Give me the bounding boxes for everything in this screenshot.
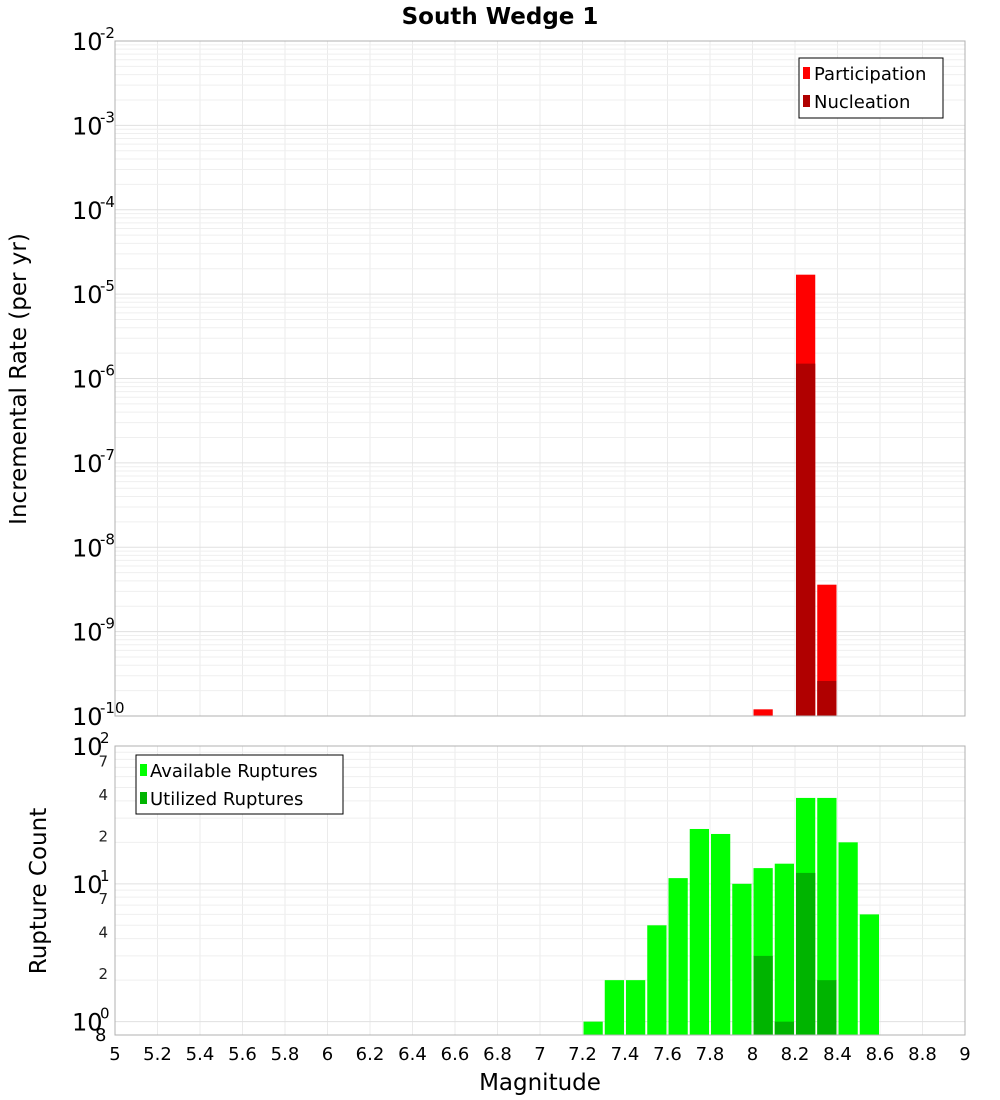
available-ruptures-bar — [604, 980, 624, 1035]
x-tick-label: 6.8 — [483, 1044, 512, 1065]
count-y-bottom-tick: 8 — [95, 1025, 106, 1046]
utilized-ruptures-bar — [774, 1021, 794, 1035]
available-ruptures-bar — [689, 828, 709, 1035]
utilized-ruptures-bar — [796, 872, 816, 1035]
legend-label-available: Available Ruptures — [150, 761, 318, 782]
count-y-tick-exponent: 2 — [100, 729, 110, 747]
count-legend: Available Ruptures Utilized Ruptures — [135, 754, 344, 815]
legend-swatch-nucleation — [803, 95, 810, 107]
x-tick-label: 8 — [747, 1044, 758, 1065]
rate-y-axis-label: Incremental Rate (per yr) — [6, 233, 32, 525]
available-ruptures-bar — [859, 914, 879, 1035]
count-y-tick-base: 10 — [72, 733, 103, 761]
rate-y-tick-base: 10 — [72, 112, 103, 140]
x-tick-label: 8.2 — [781, 1044, 810, 1065]
x-tick-label: 7.2 — [568, 1044, 597, 1065]
available-ruptures-bar — [583, 1021, 603, 1035]
x-ticks: 5 5.2 5.4 5.6 5.8 6 6.2 6.4 6.6 6.8 7 7.2 7.4 7.6 7.8 8… — [109, 1044, 970, 1065]
x-tick-label: 8.4 — [823, 1044, 852, 1065]
legend-swatch-participation — [803, 67, 810, 79]
count-y-tick-base: 10 — [72, 1009, 103, 1037]
chart-title: South Wedge 1 — [402, 4, 599, 30]
count-plot-frame — [114, 745, 966, 1036]
count-y-minor-tick: 2 — [98, 827, 108, 845]
available-ruptures-bar — [626, 980, 646, 1035]
rate-y-tick-base: 10 — [72, 534, 103, 562]
x-tick-label: 6.6 — [441, 1044, 470, 1065]
rate-legend-box — [798, 57, 944, 119]
x-tick-label: 5.8 — [271, 1044, 300, 1065]
rate-y-tick-exponent: -10 — [100, 699, 125, 717]
rate-plot-frame — [114, 40, 966, 717]
x-tick-label: 5.2 — [143, 1044, 172, 1065]
rate-y-tick-base: 10 — [72, 197, 103, 225]
rate-grid — [114, 41, 966, 717]
rate-y-tick-base: 10 — [72, 281, 103, 309]
rate-bars — [753, 274, 837, 716]
participation-bar — [753, 709, 773, 716]
rate-legend: Participation Nucleation — [798, 57, 944, 119]
count-y-tick-exponent: 0 — [100, 1005, 110, 1023]
x-tick-label: 7 — [534, 1044, 545, 1065]
available-ruptures-bar — [668, 878, 688, 1035]
available-ruptures-bar — [838, 842, 858, 1035]
legend-swatch-available — [140, 764, 147, 776]
rate-y-tick-exponent: -5 — [100, 277, 115, 295]
x-tick-label: 5.6 — [228, 1044, 257, 1065]
x-tick-label: 9 — [959, 1044, 970, 1065]
x-tick-label: 6 — [322, 1044, 333, 1065]
available-ruptures-bar — [711, 833, 731, 1035]
rate-y-tick-base: 10 — [72, 450, 103, 478]
x-tick-label: 8.6 — [866, 1044, 895, 1065]
available-ruptures-bar — [647, 925, 667, 1035]
x-tick-label: 8.8 — [908, 1044, 937, 1065]
available-ruptures-bar — [774, 863, 794, 1035]
x-tick-label: 7.8 — [696, 1044, 725, 1065]
rate-y-tick-exponent: -2 — [100, 24, 115, 42]
rate-panel: 10-210-310-410-510-610-710-810-910-10 In… — [6, 24, 966, 731]
utilized-ruptures-bar — [753, 955, 773, 1035]
rate-y-tick-exponent: -4 — [100, 193, 115, 211]
rate-y-tick-base: 10 — [72, 619, 103, 647]
count-y-axis-label: Rupture Count — [26, 808, 52, 974]
x-tick-label: 7.6 — [653, 1044, 682, 1065]
count-y-tick-base: 10 — [72, 871, 103, 899]
x-tick-label: 6.2 — [356, 1044, 385, 1065]
count-y-minor-tick: 7 — [98, 752, 108, 770]
available-ruptures-bar — [817, 797, 837, 1035]
count-bars — [583, 797, 879, 1035]
legend-label-utilized: Utilized Ruptures — [150, 789, 303, 810]
count-legend-box — [135, 754, 344, 815]
count-y-minor-tick: 4 — [98, 924, 108, 942]
rate-y-tick-base: 10 — [72, 366, 103, 394]
rate-y-tick-base: 10 — [72, 28, 103, 56]
x-tick-label: 5.4 — [186, 1044, 215, 1065]
rate-y-ticks: 10-210-310-410-510-610-710-810-910-10 — [72, 24, 125, 731]
count-y-tick-exponent: 1 — [100, 867, 110, 885]
x-tick-label: 5 — [109, 1044, 120, 1065]
x-tick-label: 6.4 — [398, 1044, 427, 1065]
legend-label-nucleation: Nucleation — [814, 92, 910, 113]
x-axis-label: Magnitude — [479, 1070, 601, 1096]
available-ruptures-bar — [732, 883, 752, 1035]
rate-y-tick-exponent: -8 — [100, 530, 115, 548]
nucleation-bar — [817, 680, 837, 716]
count-y-minor-tick: 7 — [98, 890, 108, 908]
count-y-minor-tick: 4 — [98, 786, 108, 804]
legend-swatch-utilized — [140, 792, 147, 804]
nucleation-bar — [796, 363, 816, 716]
x-tick-label: 7.4 — [611, 1044, 640, 1065]
rate-y-tick-exponent: -7 — [100, 446, 115, 464]
legend-label-participation: Participation — [814, 64, 926, 85]
utilized-ruptures-bar — [817, 980, 837, 1035]
rate-y-tick-base: 10 — [72, 703, 103, 731]
rate-y-tick-exponent: -9 — [100, 615, 115, 633]
rate-y-tick-exponent: -3 — [100, 108, 115, 126]
rate-y-tick-exponent: -6 — [100, 362, 115, 380]
count-y-minor-tick: 2 — [98, 965, 108, 983]
